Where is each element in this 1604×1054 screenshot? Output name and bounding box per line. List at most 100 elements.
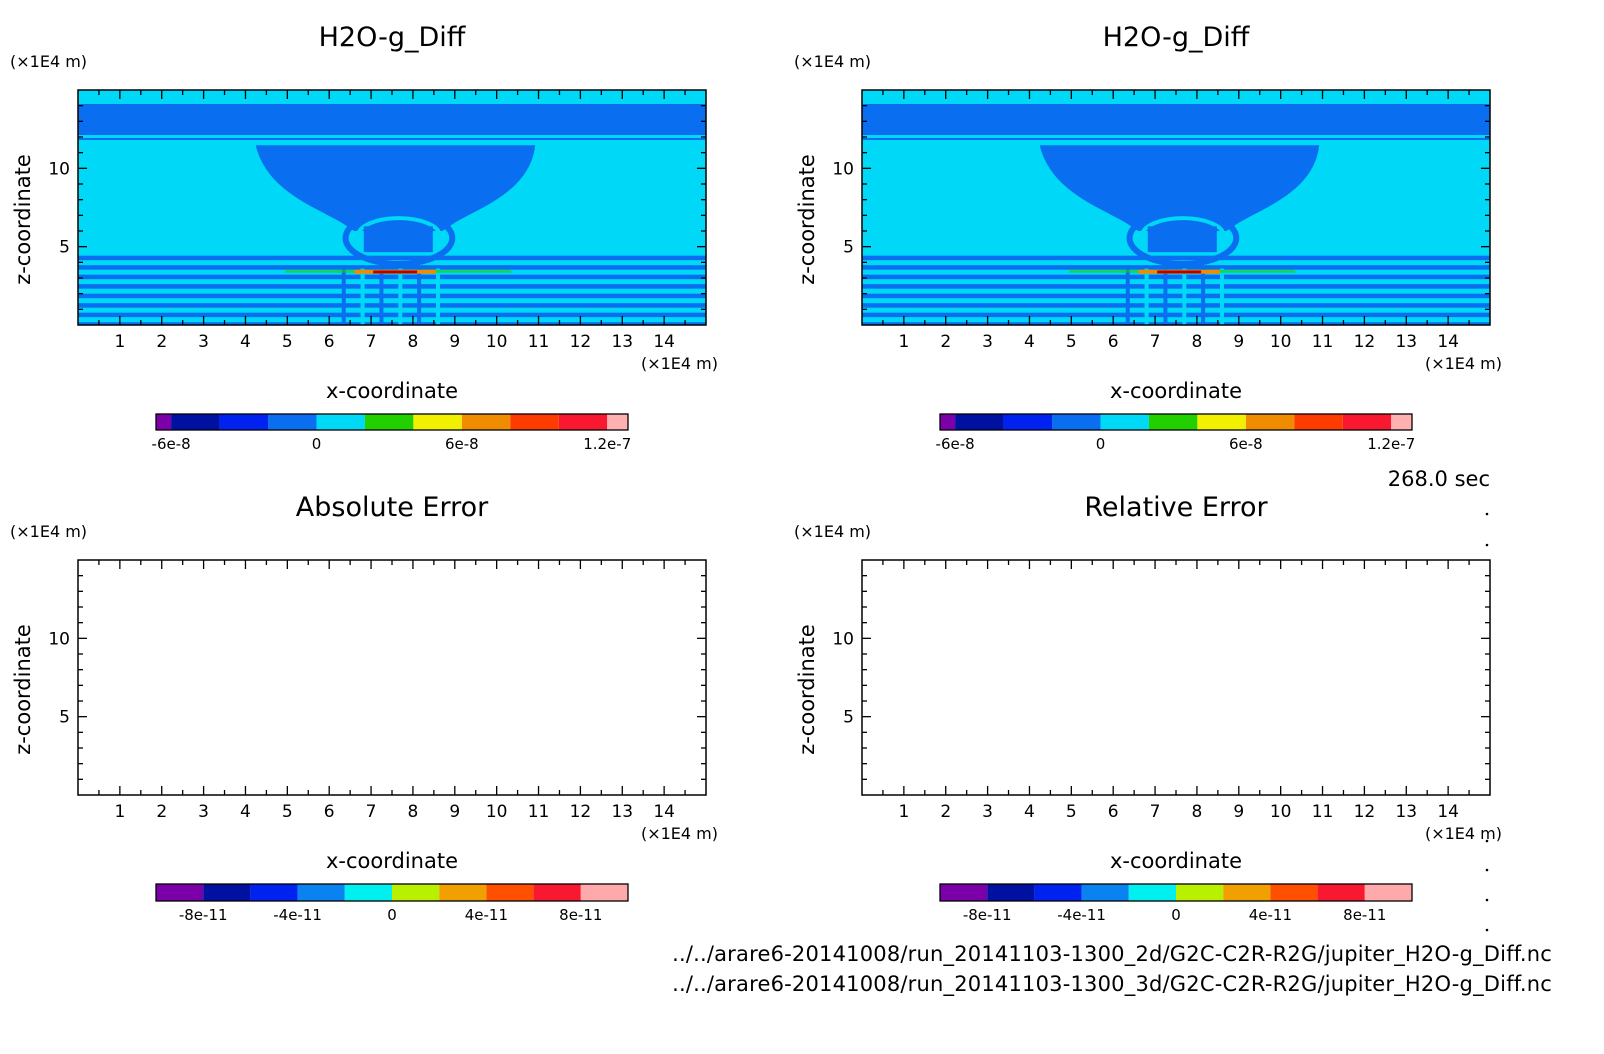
x-tick-label: 2 [940,332,951,352]
colorbar-tick-label: -8e-11 [963,906,1012,924]
x-tick-label: 2 [940,802,951,822]
x-axis-label: x-coordinate [326,849,458,873]
colorbar-tick-label: -4e-11 [273,906,322,924]
colorbar-tick-label: 8e-11 [559,906,602,924]
x-tick-label: 7 [1150,802,1161,822]
colorbar-segment [219,414,269,430]
x-tick-label: 12 [570,332,592,352]
colorbar-tick-label: 6e-8 [445,435,479,453]
margin-dot [1485,898,1489,902]
y-unit-label: (×1E4 m) [794,52,871,71]
field-column-streak [341,268,346,325]
field-stripe [862,255,1490,261]
field-plume [255,145,536,231]
colorbar-segment [955,414,1004,430]
x-tick-label: 14 [1437,802,1459,822]
x-tick-label: 4 [1024,802,1035,822]
colorbar-segment [1294,414,1343,430]
colorbar-tick-label: -4e-11 [1057,906,1106,924]
x-tick-label: 14 [1437,332,1459,352]
field-stripe [862,265,1490,270]
colorbar-segment [1052,414,1101,430]
field-top-band [78,104,706,135]
colorbar-segment [1197,414,1246,430]
colorbar-tick-label: 0 [1171,906,1181,924]
field-top-line [862,138,1490,140]
colorbar-frame [155,413,629,431]
field-stripe [78,303,706,308]
x-tick-label: 11 [1312,802,1334,822]
x-tick-label: 7 [1150,332,1161,352]
colorbar-segment [297,884,345,901]
field-column-streak [1201,268,1206,325]
field-hot-core [1157,270,1202,274]
chart-panel-1: H2O-g_Diff(×1E4 m)1 2 3 4 5 6 7 8 9 10 11 12 13 14510… [10,22,718,453]
x-axis-label: x-coordinate [1110,849,1242,873]
field-stripe [862,274,1490,280]
colorbar-tick-label: 0 [1096,435,1106,453]
x-tick-label: 13 [1395,332,1417,352]
x-tick-label: 1 [898,802,909,822]
field-column-streak [1163,268,1168,325]
x-tick-label: 1 [114,802,125,822]
x-tick-label: 4 [1024,332,1035,352]
field-stripe [862,284,1490,289]
colorbar-frame [939,883,1413,902]
field-core [1147,226,1217,253]
colorbar-tick-label: 4e-11 [465,906,508,924]
x-tick-label: 11 [528,332,550,352]
colorbar-segment [156,414,172,430]
y-unit-label: (×1E4 m) [10,52,87,71]
plot-frame [861,559,1491,796]
field-column-streak [1144,268,1149,325]
field-stripe [862,293,1490,299]
colorbar-segment [344,884,392,901]
field-hot-core [373,270,418,274]
y-tick-label: 5 [59,708,70,728]
y-tick-label: 10 [832,159,854,179]
x-tick-label: 2 [156,332,167,352]
x-unit-label: (×1E4 m) [1425,354,1502,373]
y-tick-label: 5 [843,708,854,728]
colorbar-tick-label: 0 [387,906,397,924]
x-tick-label: 6 [1108,332,1119,352]
x-tick-label: 10 [486,802,508,822]
chart-title: H2O-g_Diff [319,22,467,53]
colorbar-frame [155,883,629,902]
y-axis-label: z-coordinate [795,624,819,755]
field-stripe [78,274,706,280]
colorbar-segment [1081,884,1129,901]
colorbar-segment [1364,884,1412,901]
colorbar: -8e-11 -4e-11 0 4e-11 8e-11 [939,883,1413,924]
colorbar-segment [1391,414,1412,430]
chart-title: Relative Error [1084,492,1268,523]
x-tick-label: 4 [240,332,251,352]
x-tick-label: 10 [1270,332,1292,352]
x-tick-label: 13 [1395,802,1417,822]
colorbar-segment [364,414,414,430]
colorbar-segment [940,884,988,901]
field-stripe [78,255,706,261]
x-tick-label: 3 [198,802,209,822]
file-path-1: ../../arare6-20141008/run_20141103-1300_… [672,942,1552,966]
colorbar-segment [1342,414,1392,430]
x-tick-label: 5 [282,332,293,352]
x-tick-label: 10 [486,332,508,352]
field-area [862,90,1490,325]
field-column-streak [398,268,403,325]
x-axis-label: x-coordinate [326,379,458,403]
y-tick-label: 10 [48,159,70,179]
x-tick-label: 7 [366,332,377,352]
y-unit-label: (×1E4 m) [794,522,871,541]
colorbar-segment [1317,884,1365,901]
x-tick-label: 12 [570,802,592,822]
colorbar-segment [558,414,608,430]
x-tick-label: 8 [1192,332,1203,352]
x-tick-label: 9 [449,802,460,822]
x-axis-label: x-coordinate [1110,379,1242,403]
colorbar-tick-label: 8e-11 [1343,906,1386,924]
colorbar: -6e-8 0 6e-8 1.2e-7 [152,413,631,453]
margin-dot [1485,839,1489,843]
y-tick-label: 10 [48,629,70,649]
colorbar-segment [1223,884,1271,901]
